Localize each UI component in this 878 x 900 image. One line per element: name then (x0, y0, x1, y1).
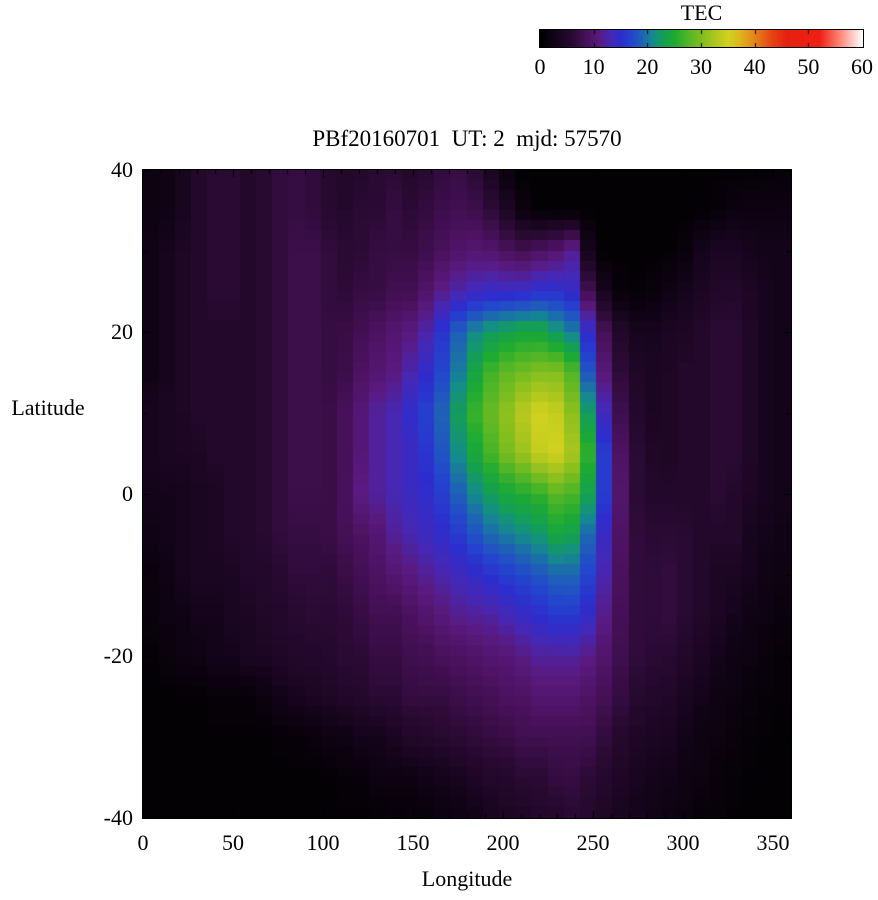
colorbar-tick-label: 50 (797, 54, 820, 79)
colorbar-tick-label: 30 (690, 54, 712, 79)
y-axis-label: Latitude (11, 395, 85, 420)
colorbar-tick-label: 20 (636, 54, 659, 79)
colorbar-gradient (539, 29, 864, 48)
x-tick-label: 250 (576, 830, 610, 855)
colorbar-tick-label: 40 (743, 54, 766, 79)
tec-heatmap-canvas (142, 169, 792, 819)
x-tick-label: 200 (486, 830, 520, 855)
x-tick-label: 0 (137, 830, 149, 855)
x-tick-label: 150 (396, 830, 430, 855)
colorbar-title: TEC (680, 0, 723, 25)
plot-title: PBf20160701 UT: 2 mjd: 57570 (312, 126, 622, 151)
x-tick-label: 300 (666, 830, 700, 855)
x-tick-label: 100 (306, 830, 340, 855)
y-tick-label: -40 (103, 805, 133, 830)
x-axis-label: Longitude (421, 866, 513, 891)
x-tick-label: 350 (756, 830, 790, 855)
y-tick-label: 20 (111, 319, 133, 344)
y-tick-label: 40 (111, 157, 133, 182)
y-tick-label: -20 (103, 643, 133, 668)
x-tick-label: 50 (222, 830, 244, 855)
colorbar-tick-label: 10 (582, 54, 605, 79)
colorbar-tick-label: 60 (851, 54, 873, 79)
colorbar-tick-label: 0 (534, 54, 546, 79)
y-tick-label: 0 (122, 481, 133, 506)
